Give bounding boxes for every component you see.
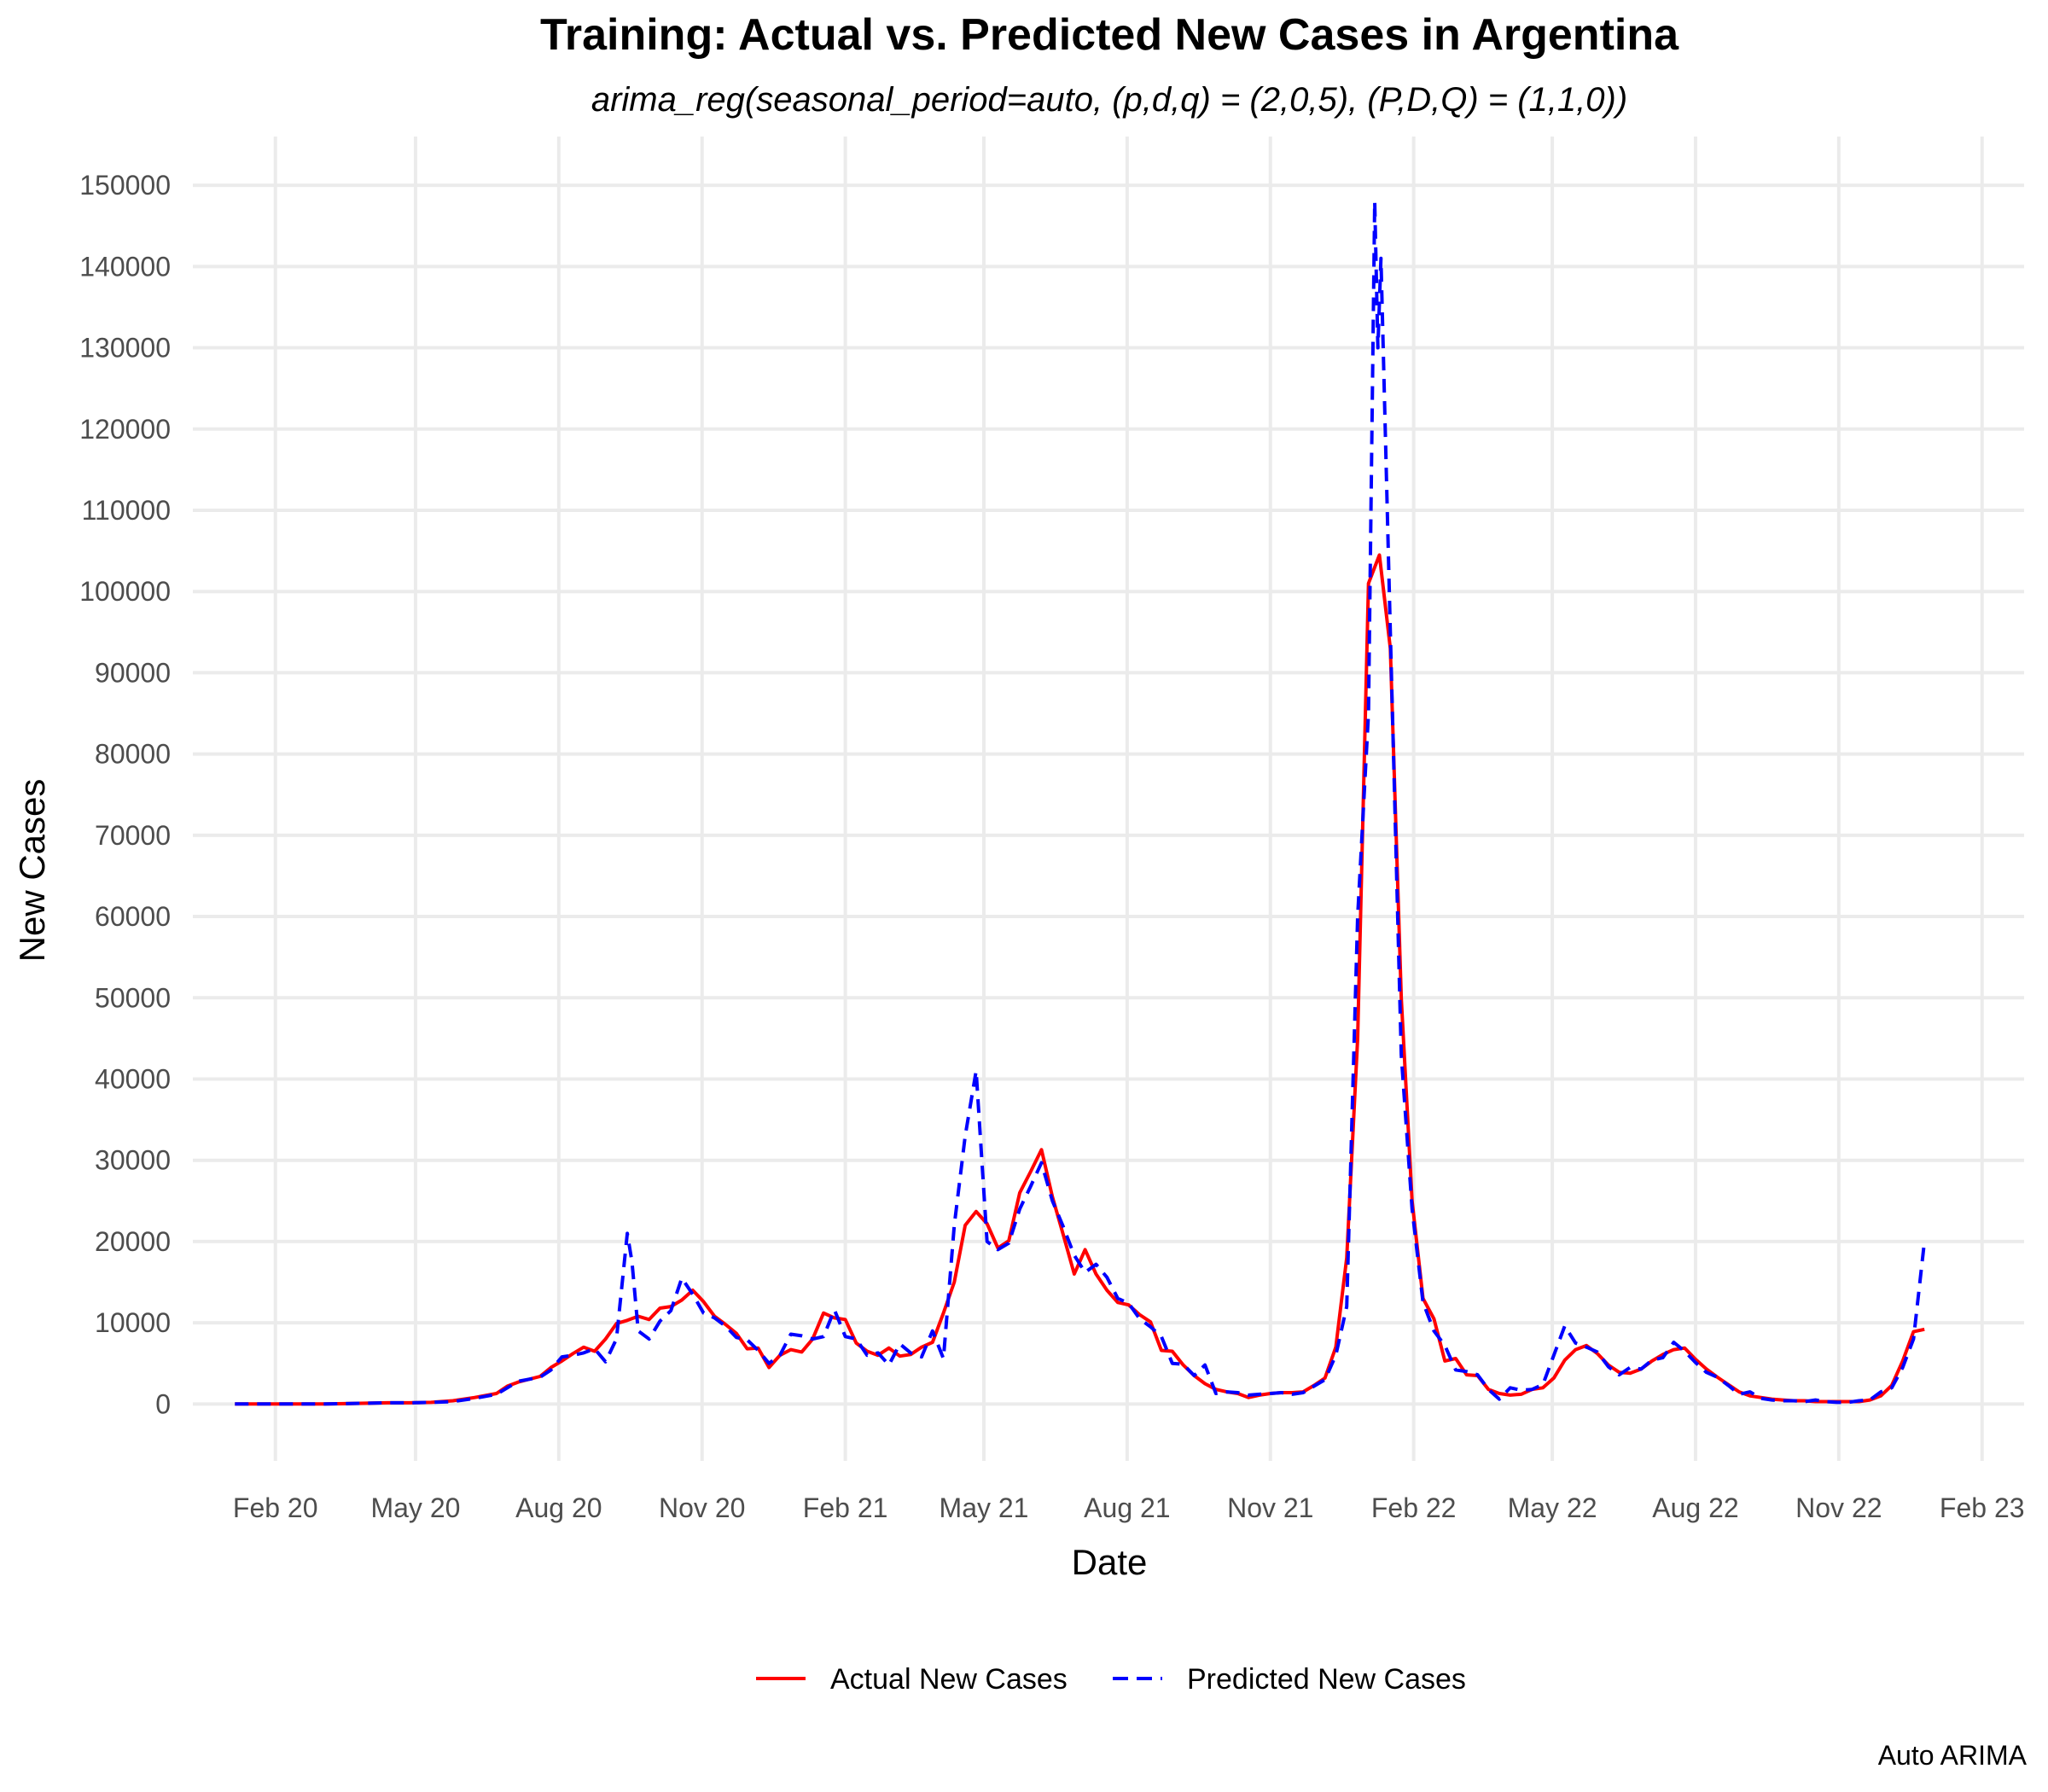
- x-tick-label: May 21: [940, 1492, 1029, 1523]
- y-tick-label: 90000: [95, 657, 171, 688]
- chart-subtitle: arima_reg(seasonal_period=auto, (p,d,q) …: [591, 81, 1627, 119]
- y-axis-ticks: 0 10000 20000 30000 40000 50000 60000 70000 8000…: [79, 170, 171, 1419]
- x-tick-label: Nov 22: [1795, 1492, 1882, 1523]
- y-tick-label: 0: [155, 1388, 171, 1419]
- x-tick-label: Nov 20: [659, 1492, 745, 1523]
- y-tick-label: 120000: [79, 414, 171, 445]
- y-tick-label: 60000: [95, 901, 171, 932]
- y-tick-label: 110000: [82, 495, 171, 526]
- y-tick-label: 130000: [79, 333, 171, 364]
- x-axis-ticks: Feb 20 May 20 Aug 20 Nov 20 Feb 21 May 21 Aug …: [233, 1492, 2025, 1523]
- y-tick-label: 10000: [95, 1307, 171, 1338]
- y-tick-label: 50000: [95, 982, 171, 1013]
- chart-caption: Auto ARIMA: [1878, 1740, 2028, 1771]
- x-tick-label: May 20: [370, 1492, 460, 1523]
- x-tick-label: Feb 21: [803, 1492, 888, 1523]
- y-tick-label: 30000: [95, 1145, 171, 1176]
- x-tick-label: Feb 23: [1940, 1492, 2025, 1523]
- grid: [193, 137, 2024, 1461]
- y-tick-label: 150000: [79, 170, 171, 201]
- x-tick-label: Aug 21: [1084, 1492, 1170, 1523]
- legend: Actual New Cases Predicted New Cases: [756, 1663, 1466, 1696]
- series-line-predicted: [235, 200, 1927, 1406]
- y-tick-label: 100000: [79, 576, 171, 607]
- series-line-actual: [235, 553, 1925, 1406]
- x-tick-label: Aug 22: [1652, 1492, 1738, 1523]
- x-tick-label: Feb 20: [233, 1492, 318, 1523]
- series-lines: [235, 200, 1927, 1406]
- x-tick-label: Feb 22: [1371, 1492, 1457, 1523]
- y-tick-label: 40000: [95, 1063, 171, 1094]
- x-tick-label: May 22: [1508, 1492, 1597, 1523]
- y-tick-label: 70000: [95, 820, 171, 851]
- legend-label-actual: Actual New Cases: [830, 1663, 1068, 1696]
- y-tick-label: 80000: [95, 739, 171, 770]
- y-tick-label: 140000: [79, 251, 171, 282]
- x-tick-label: Aug 20: [515, 1492, 602, 1523]
- y-tick-label: 20000: [95, 1226, 171, 1257]
- chart-title: Training: Actual vs. Predicted New Cases…: [540, 10, 1679, 60]
- legend-label-predicted: Predicted New Cases: [1187, 1663, 1466, 1696]
- y-axis-title: New Cases: [12, 779, 52, 963]
- x-tick-label: Nov 21: [1227, 1492, 1313, 1523]
- x-axis-title: Date: [1072, 1542, 1148, 1582]
